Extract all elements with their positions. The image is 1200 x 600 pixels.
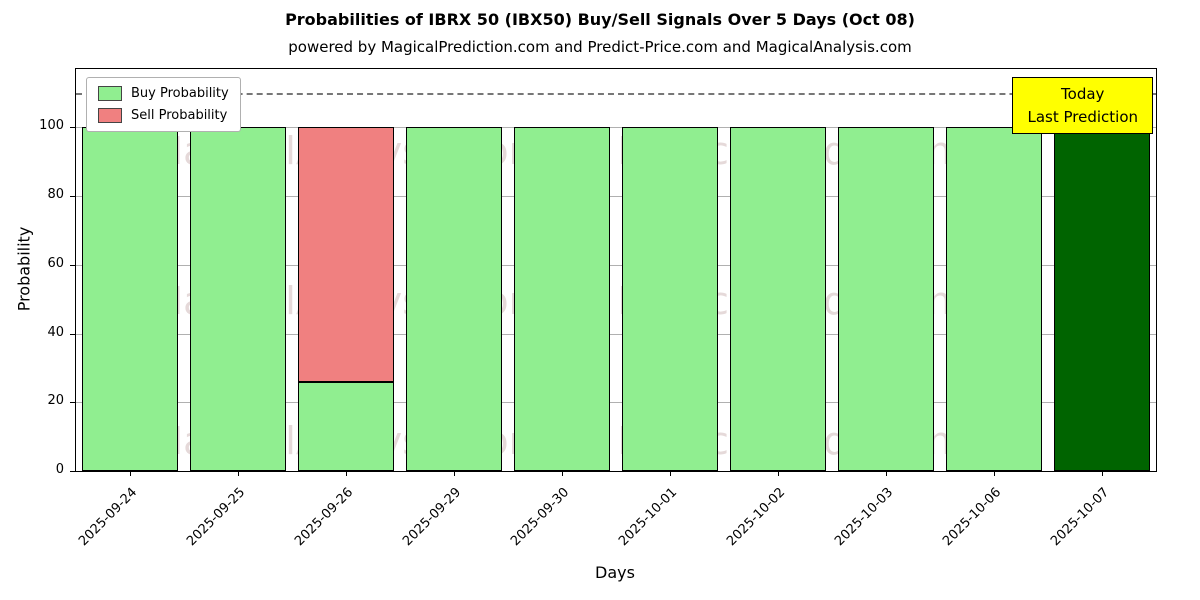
- y-tick-label-20: 20: [47, 393, 64, 409]
- x-tick-label-2025-10-02: 2025-10-02: [558, 481, 789, 549]
- gridline-y-40: [76, 333, 1156, 335]
- x-tick-label-2025-10-06: 2025-10-06: [774, 481, 1005, 549]
- legend-item-sell: Sell Probability: [98, 108, 229, 123]
- bar-2025-09-29-buy: [405, 127, 503, 471]
- x-tick-text: 2025-10-02: [724, 485, 789, 550]
- sell-probability-swatch: [98, 108, 122, 123]
- annotation-line-2: Last Prediction: [1027, 107, 1138, 126]
- y-tick-label-60: 60: [47, 255, 64, 271]
- gridline-y-100: [76, 127, 1156, 129]
- legend-label-buy: Buy Probability: [131, 86, 229, 101]
- annotation-line-1: Today: [1061, 85, 1105, 103]
- x-tick-mark: [454, 470, 455, 476]
- x-tick-text: 2025-09-30: [508, 485, 573, 550]
- x-tick-text: 2025-10-03: [832, 485, 897, 550]
- bar-2025-10-03-buy: [837, 127, 935, 471]
- y-tick-mark: [70, 402, 76, 404]
- bar-2025-09-24-buy: [81, 127, 179, 471]
- x-tick-mark: [238, 470, 239, 476]
- x-tick-text: 2025-10-01: [616, 485, 681, 550]
- x-tick-label-2025-10-07: 2025-10-07: [882, 481, 1113, 549]
- bar-2025-09-26-buy: [297, 381, 395, 471]
- y-tick-mark: [70, 333, 76, 335]
- bar-2025-09-30-buy: [513, 127, 611, 471]
- x-axis-label: Days: [595, 563, 635, 582]
- x-tick-label-2025-09-30: 2025-09-30: [342, 481, 573, 549]
- x-tick-text: 2025-09-29: [400, 485, 465, 550]
- x-tick-text: 2025-10-06: [940, 485, 1005, 550]
- y-tick-mark: [70, 264, 76, 266]
- y-tick-mark: [70, 471, 76, 472]
- x-tick-mark: [778, 470, 779, 476]
- reference-dashed-line: [76, 93, 1156, 96]
- gridline-y-60: [76, 264, 1156, 266]
- x-tick-mark: [130, 470, 131, 476]
- x-tick-label-2025-10-03: 2025-10-03: [666, 481, 897, 549]
- bar-2025-10-06-buy: [945, 127, 1043, 471]
- x-tick-label-2025-09-29: 2025-09-29: [234, 481, 465, 549]
- bar-2025-09-26-sell: [297, 127, 395, 382]
- x-tick-label-2025-10-01: 2025-10-01: [450, 481, 681, 549]
- chart-title: Probabilities of IBRX 50 (IBX50) Buy/Sel…: [285, 10, 915, 29]
- plot-area: Buy Probability Sell Probability Today L…: [39, 68, 1157, 549]
- x-tick-text: 2025-09-24: [76, 485, 141, 550]
- x-tick-mark: [1102, 470, 1103, 476]
- x-tick-label-2025-09-25: 2025-09-25: [18, 481, 249, 549]
- gridline-y-20: [76, 402, 1156, 404]
- x-tick-mark: [562, 470, 563, 476]
- buy-probability-swatch: [98, 86, 122, 101]
- x-tick-label-2025-09-24: 2025-09-24: [0, 481, 141, 549]
- legend-item-buy: Buy Probability: [98, 86, 229, 101]
- y-tick-mark: [70, 127, 76, 129]
- x-tick-label-2025-09-26: 2025-09-26: [126, 481, 357, 549]
- y-tick-label-100: 100: [39, 118, 64, 134]
- x-tick-text: 2025-09-25: [184, 485, 249, 550]
- bar-2025-09-25-buy: [189, 127, 287, 471]
- gridline-y-80: [76, 196, 1156, 198]
- x-tick-text: 2025-10-07: [1048, 485, 1113, 550]
- x-tick-text: 2025-09-26: [292, 485, 357, 550]
- x-tick-mark: [886, 470, 887, 476]
- bar-2025-10-01-buy: [621, 127, 719, 471]
- x-tick-mark: [994, 470, 995, 476]
- x-tick-mark: [346, 470, 347, 476]
- bar-2025-10-07-buy: [1053, 127, 1151, 471]
- x-tick-mark: [670, 470, 671, 476]
- chart-subtitle: powered by MagicalPrediction.com and Pre…: [288, 38, 912, 56]
- y-tick-label-40: 40: [47, 324, 64, 340]
- bar-2025-10-02-buy: [729, 127, 827, 471]
- y-tick-label-0: 0: [55, 462, 64, 477]
- today-last-prediction-annotation: Today Last Prediction: [1012, 77, 1153, 134]
- legend: Buy Probability Sell Probability: [86, 77, 241, 132]
- y-tick-mark: [70, 196, 76, 198]
- legend-label-sell: Sell Probability: [131, 108, 228, 123]
- y-tick-label-80: 80: [47, 187, 64, 203]
